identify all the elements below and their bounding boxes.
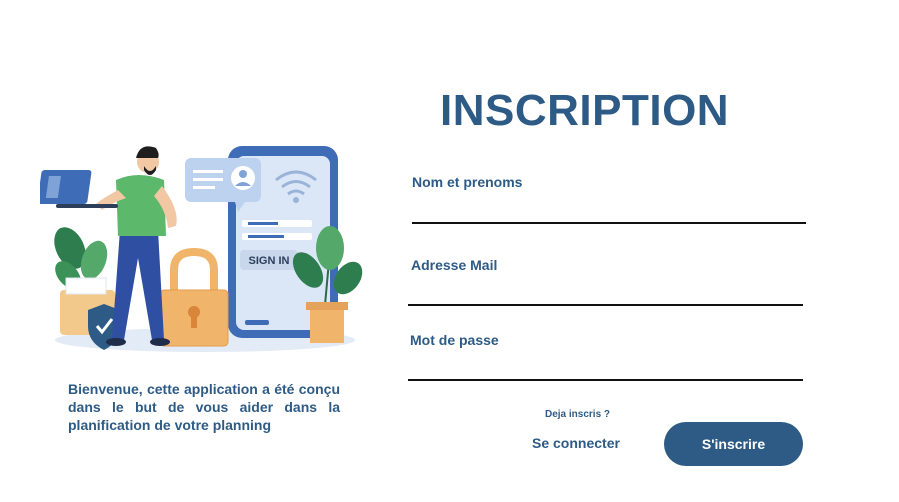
- password-input[interactable]: [408, 351, 803, 381]
- email-label: Adresse Mail: [411, 257, 498, 273]
- padlock-icon: [159, 247, 229, 347]
- man-figure: [96, 146, 177, 346]
- wifi-icon: [275, 170, 317, 196]
- laptop-icon: [40, 170, 118, 208]
- user-card-icon: [185, 158, 261, 212]
- full-name-input[interactable]: [412, 194, 806, 224]
- already-registered-text: Deja inscris ?: [545, 409, 611, 420]
- welcome-text: Bienvenue, cette application a été conçu…: [68, 381, 340, 433]
- phone-signin-label: SIGN IN: [249, 255, 290, 267]
- plant-icon: [54, 227, 108, 301]
- signup-button[interactable]: S'inscrire: [664, 422, 803, 466]
- page-title: INSCRIPTION: [440, 86, 730, 135]
- signin-illustration: SIGN IN: [40, 146, 363, 352]
- full-name-label: Nom et prenoms: [412, 174, 523, 190]
- email-input[interactable]: [408, 276, 803, 306]
- password-label: Mot de passe: [410, 332, 499, 348]
- login-link[interactable]: Se connecter: [532, 435, 620, 451]
- plant-icon: [292, 226, 363, 343]
